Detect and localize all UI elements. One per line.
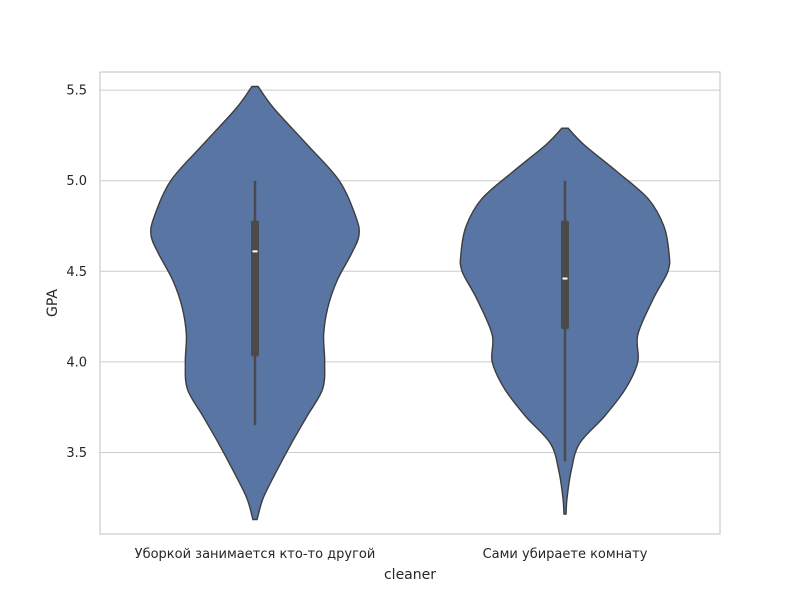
iqr-box bbox=[561, 220, 569, 330]
y-tick-label: 5.5 bbox=[66, 84, 87, 99]
x-tick-labels: Уборкой занимается кто-то другой Сами уби… bbox=[135, 547, 648, 562]
x-axis-label: cleaner bbox=[384, 567, 436, 583]
x-tick-label: Сами убираете комнату bbox=[483, 547, 648, 562]
plot-frame bbox=[99, 71, 721, 535]
iqr-box bbox=[251, 220, 259, 357]
y-tick-label: 5.0 bbox=[66, 174, 87, 189]
y-axis-label: GPA bbox=[45, 289, 61, 317]
y-tick-label: 3.5 bbox=[66, 446, 87, 461]
y-tick-label: 4.5 bbox=[66, 265, 87, 280]
violins bbox=[150, 85, 671, 521]
x-tick-label: Уборкой занимается кто-то другой bbox=[135, 547, 376, 562]
y-tick-labels: 3.5 4.0 4.5 5.0 5.5 bbox=[66, 84, 87, 461]
y-tick-label: 4.0 bbox=[66, 355, 87, 370]
